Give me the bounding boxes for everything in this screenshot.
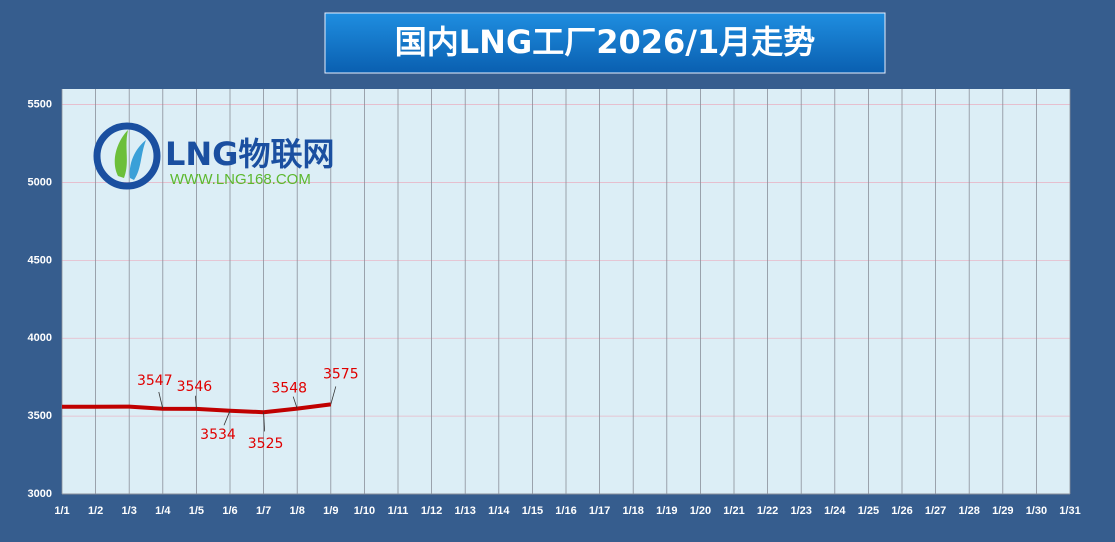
x-tick-label: 1/29 — [992, 505, 1013, 517]
x-tick-label: 1/14 — [488, 505, 510, 517]
x-tick-label: 1/27 — [925, 505, 946, 517]
x-tick-label: 1/9 — [323, 505, 338, 517]
x-tick-label: 1/25 — [858, 505, 879, 517]
data-label: 3547 — [137, 373, 173, 389]
y-tick-label: 5500 — [28, 98, 52, 110]
x-tick-label: 1/1 — [54, 505, 69, 517]
logo-name: LNG物联网 — [165, 135, 334, 173]
logo: LNG物联网 WWW.LNG168.COM — [93, 122, 334, 190]
chart-title: 国内LNG工厂2026/1月走势 — [395, 23, 815, 61]
x-tick-label: 1/16 — [555, 505, 576, 517]
x-tick-label: 1/5 — [189, 505, 204, 517]
x-tick-label: 1/23 — [790, 505, 811, 517]
x-tick-label: 1/13 — [454, 505, 475, 517]
data-label: 3575 — [323, 366, 359, 382]
x-tick-label: 1/19 — [656, 505, 677, 517]
x-tick-label: 1/20 — [690, 505, 711, 517]
x-tick-label: 1/12 — [421, 505, 442, 517]
x-tick-label: 1/3 — [122, 505, 137, 517]
logo-leaf — [129, 140, 146, 180]
data-label: 3548 — [271, 381, 307, 397]
x-tick-label: 1/15 — [522, 505, 543, 517]
leader-line — [292, 396, 298, 409]
x-tick-label: 1/11 — [388, 505, 409, 517]
x-tick-label: 1/6 — [222, 505, 237, 517]
leader-line — [263, 412, 265, 432]
y-tick-label: 4500 — [28, 254, 52, 266]
logo-ring — [93, 122, 161, 190]
y-tick-label: 4000 — [28, 332, 52, 344]
x-tick-label: 1/8 — [290, 505, 305, 517]
leader-line — [195, 395, 197, 409]
x-tick-label: 1/17 — [589, 505, 610, 517]
x-tick-label: 1/31 — [1059, 505, 1080, 517]
x-tick-label: 1/10 — [354, 505, 375, 517]
x-tick-label: 1/28 — [958, 505, 979, 517]
x-tick-label: 1/30 — [1026, 505, 1047, 517]
leader-line — [223, 410, 231, 426]
y-tick-label: 5000 — [28, 176, 52, 188]
data-label: 3546 — [177, 379, 213, 395]
y-tick-label: 3000 — [28, 488, 52, 500]
leader-line — [330, 386, 337, 405]
x-tick-label: 1/26 — [891, 505, 912, 517]
x-tick-label: 1/24 — [824, 505, 846, 517]
x-tick-label: 1/4 — [155, 505, 171, 517]
x-tick-label: 1/2 — [88, 505, 103, 517]
x-tick-label: 1/22 — [757, 505, 778, 517]
x-tick-label: 1/18 — [622, 505, 643, 517]
logo-url: WWW.LNG168.COM — [170, 171, 311, 188]
data-label: 3534 — [200, 427, 236, 443]
leader-line — [158, 391, 164, 409]
title-box — [324, 12, 886, 74]
x-tick-label: 1/7 — [256, 505, 271, 517]
data-label: 3525 — [248, 436, 284, 452]
y-tick-label: 3500 — [28, 410, 52, 422]
x-tick-label: 1/21 — [723, 505, 744, 517]
logo-leaf — [114, 130, 128, 178]
